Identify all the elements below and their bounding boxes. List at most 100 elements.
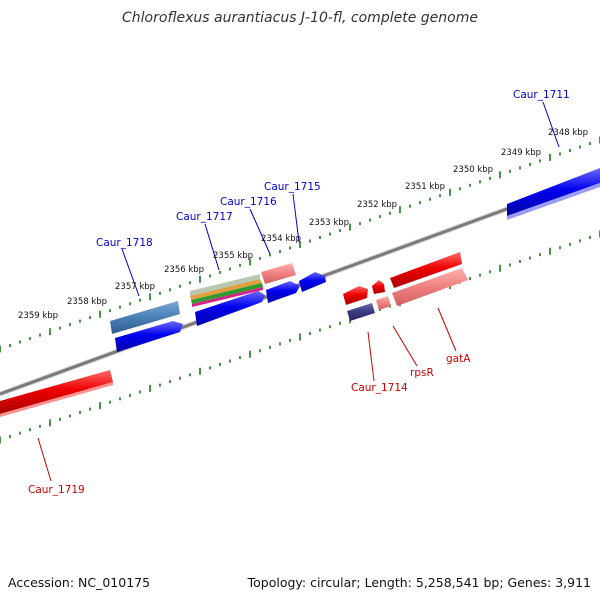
ruler-minor-tick bbox=[319, 236, 321, 239]
label-rpsr[interactable]: rpsR bbox=[410, 367, 434, 379]
ruler-minor-tick bbox=[119, 397, 121, 401]
ruler-major-tick bbox=[549, 247, 551, 255]
label-caur-1716[interactable]: Caur_1716 bbox=[220, 196, 277, 208]
gene-caur-1717[interactable] bbox=[195, 291, 265, 326]
gene-rpsr-red[interactable] bbox=[372, 280, 385, 294]
ruler-major-tick bbox=[499, 264, 501, 272]
ruler-minor-tick bbox=[139, 390, 141, 394]
label-caur-1718[interactable]: Caur_1718 bbox=[96, 237, 153, 249]
gene-caur-1716b[interactable] bbox=[261, 263, 296, 284]
ruler-minor-tick bbox=[529, 256, 531, 260]
ruler-minor-tick bbox=[69, 414, 71, 418]
label-caur-1714[interactable]: Caur_1714 bbox=[351, 382, 408, 394]
ruler-minor-tick bbox=[569, 242, 571, 246]
forward-features bbox=[110, 168, 600, 352]
label-caur-1717[interactable]: Caur_1717 bbox=[176, 211, 233, 223]
ruler-major-tick bbox=[149, 293, 151, 301]
ruler-minor-tick bbox=[389, 211, 391, 215]
gene-caur-1719[interactable] bbox=[0, 370, 113, 414]
ruler-minor-tick bbox=[59, 417, 61, 421]
gene-caur-1718[interactable] bbox=[110, 301, 180, 334]
gene-caur-1714[interactable] bbox=[347, 303, 375, 321]
label-gata[interactable]: gatA bbox=[446, 353, 471, 365]
gene-caur-1717-stripe-magenta[interactable] bbox=[192, 287, 263, 307]
leader-caur-1718 bbox=[121, 248, 140, 297]
gene-caur-1717-stripe-orange[interactable] bbox=[190, 279, 262, 300]
ruler-minor-tick bbox=[569, 149, 571, 152]
kbp-label: 2352 kbp bbox=[357, 200, 397, 210]
ruler-minor-tick bbox=[439, 194, 441, 198]
leader-gata bbox=[437, 307, 457, 352]
leader-caur-1714 bbox=[367, 331, 375, 382]
gene-gata-pink[interactable] bbox=[392, 268, 468, 306]
gene-labels: Caur_1711 Caur_1715 Caur_1716 Caur_1717 … bbox=[28, 89, 570, 496]
label-caur-1715[interactable]: Caur_1715 bbox=[264, 181, 321, 193]
leader-caur-1716 bbox=[249, 208, 271, 255]
ruler-minor-tick bbox=[139, 298, 141, 302]
ruler-minor-tick bbox=[329, 232, 331, 236]
ruler-major-tick bbox=[549, 153, 551, 161]
ruler-minor-tick bbox=[109, 400, 111, 404]
ruler-minor-tick bbox=[29, 337, 31, 341]
gene-caur-1715[interactable] bbox=[299, 272, 326, 292]
gene-caur-1717-stripe-green[interactable] bbox=[191, 283, 263, 304]
ruler-minor-tick bbox=[179, 284, 181, 288]
ruler-major-tick bbox=[299, 241, 301, 248]
ruler-major-tick bbox=[299, 333, 301, 341]
ruler-minor-tick bbox=[279, 250, 281, 253]
ruler-minor-tick bbox=[219, 363, 221, 366]
ruler-minor-tick bbox=[289, 246, 291, 250]
ruler-major-tick bbox=[399, 206, 401, 214]
ruler-major-tick bbox=[0, 436, 1, 444]
ruler-minor-tick bbox=[269, 253, 271, 257]
ruler-minor-tick bbox=[469, 277, 471, 281]
gene-gata[interactable] bbox=[390, 252, 462, 288]
gene-caur-1718-forward[interactable] bbox=[115, 321, 183, 352]
gene-caur-1714-red[interactable] bbox=[343, 286, 368, 305]
ruler-minor-tick bbox=[539, 253, 541, 257]
ruler-minor-tick bbox=[579, 239, 581, 243]
ruler-minor-tick bbox=[159, 291, 161, 295]
ruler-minor-tick bbox=[239, 356, 241, 360]
gene-caur-1711[interactable] bbox=[507, 168, 600, 216]
ruler-minor-tick bbox=[469, 183, 471, 187]
label-caur-1719[interactable]: Caur_1719 bbox=[28, 484, 85, 496]
label-caur-1711[interactable]: Caur_1711 bbox=[513, 89, 570, 101]
ruler-minor-tick bbox=[19, 340, 21, 344]
kbp-label: 2351 kbp bbox=[405, 182, 445, 192]
ruler-minor-tick bbox=[359, 222, 361, 226]
ruler-major-tick bbox=[349, 223, 351, 231]
ruler-minor-tick bbox=[9, 344, 11, 347]
kbp-label: 2350 kbp bbox=[453, 165, 493, 175]
leader-caur-1711 bbox=[542, 101, 560, 148]
ruler-minor-tick bbox=[309, 239, 311, 243]
ruler-minor-tick bbox=[559, 152, 561, 156]
ruler-minor-tick bbox=[159, 383, 161, 387]
ruler-minor-tick bbox=[39, 424, 41, 428]
genome-summary-text: Topology: circular; Length: 5,258,541 bp… bbox=[247, 575, 591, 590]
ruler-minor-tick bbox=[169, 380, 171, 384]
ruler-minor-tick bbox=[559, 246, 561, 250]
ruler-minor-tick bbox=[9, 435, 11, 439]
ruler-minor-tick bbox=[129, 302, 131, 306]
label-leaders bbox=[37, 101, 560, 482]
gene-rpsr[interactable] bbox=[376, 296, 391, 310]
ruler-minor-tick bbox=[209, 366, 211, 370]
ruler-major-tick bbox=[499, 171, 501, 179]
ruler-major-tick bbox=[249, 258, 251, 266]
ruler-minor-tick bbox=[129, 393, 131, 397]
gene-caur-1717-stripe-gray[interactable] bbox=[190, 274, 260, 296]
kbp-label: 2358 kbp bbox=[67, 297, 107, 307]
ruler-minor-tick bbox=[59, 326, 61, 330]
kbp-label: 2359 kbp bbox=[18, 311, 58, 321]
ruler-minor-tick bbox=[79, 411, 81, 414]
kbp-label: 2355 kbp bbox=[213, 251, 253, 261]
gene-caur-1716[interactable] bbox=[266, 281, 300, 303]
ruler-minor-tick bbox=[339, 321, 341, 325]
map-title: Chloroflexus aurantiacus J-10-fl, comple… bbox=[122, 10, 478, 26]
ruler-minor-tick bbox=[589, 235, 591, 239]
ruler-minor-tick bbox=[369, 218, 371, 222]
kbp-label: 2356 kbp bbox=[164, 265, 204, 275]
accession-text: Accession: NC_010175 bbox=[8, 575, 151, 590]
